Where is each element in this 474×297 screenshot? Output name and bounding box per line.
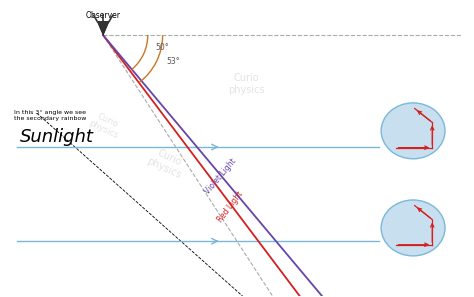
Text: 53°: 53°	[166, 57, 180, 66]
Text: Red Light: Red Light	[216, 189, 245, 224]
Text: Curio
physics: Curio physics	[228, 73, 264, 94]
Text: In this 3° angle we see
the secondary rainbow: In this 3° angle we see the secondary ra…	[14, 110, 86, 121]
Ellipse shape	[381, 200, 445, 256]
Text: 50°: 50°	[155, 43, 169, 52]
Text: Violet Light: Violet Light	[203, 157, 238, 196]
Text: Sunlight: Sunlight	[20, 128, 94, 146]
Text: Observer: Observer	[86, 12, 121, 20]
Text: Curio
physics: Curio physics	[87, 110, 124, 140]
Polygon shape	[97, 21, 109, 35]
Ellipse shape	[381, 103, 445, 159]
Text: Curio
physics: Curio physics	[146, 146, 188, 181]
